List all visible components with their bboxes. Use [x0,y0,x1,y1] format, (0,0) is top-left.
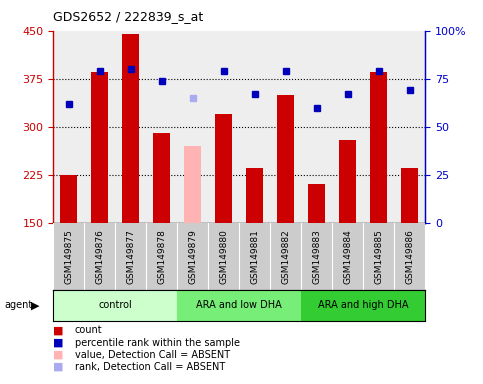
Text: GSM149882: GSM149882 [281,230,290,284]
Text: ARA and low DHA: ARA and low DHA [196,300,282,310]
Bar [308,184,325,223]
Text: GSM149876: GSM149876 [95,230,104,284]
Text: GSM149881: GSM149881 [250,230,259,284]
Text: GDS2652 / 222839_s_at: GDS2652 / 222839_s_at [53,10,203,23]
Bar [53,290,177,321]
Bar [301,290,425,321]
Bar [246,168,263,223]
Bar [153,133,170,223]
Text: percentile rank within the sample: percentile rank within the sample [75,338,240,348]
Text: ARA and high DHA: ARA and high DHA [318,300,408,310]
Text: GSM149879: GSM149879 [188,230,197,284]
Text: ■: ■ [53,350,64,360]
Text: control: control [98,300,132,310]
Text: GSM149878: GSM149878 [157,230,166,284]
Bar [215,114,232,223]
Bar [184,146,201,223]
Text: ■: ■ [53,325,64,335]
Text: GSM149875: GSM149875 [64,230,73,284]
Bar [177,290,301,321]
Bar [401,168,418,223]
Bar [277,95,294,223]
Text: rank, Detection Call = ABSENT: rank, Detection Call = ABSENT [75,362,225,372]
Text: value, Detection Call = ABSENT: value, Detection Call = ABSENT [75,350,230,360]
Text: agent: agent [5,300,33,310]
Text: GSM149880: GSM149880 [219,230,228,284]
Text: GSM149885: GSM149885 [374,230,383,284]
Text: GSM149877: GSM149877 [126,230,135,284]
Text: ■: ■ [53,338,64,348]
Text: GSM149884: GSM149884 [343,230,352,284]
Text: ■: ■ [53,362,64,372]
Bar [60,175,77,223]
Text: GSM149886: GSM149886 [405,230,414,284]
Text: GSM149883: GSM149883 [312,230,321,284]
Bar [370,72,387,223]
Bar [122,34,139,223]
Text: count: count [75,325,102,335]
Bar [339,139,356,223]
Text: ▶: ▶ [31,300,40,310]
Bar [91,72,108,223]
